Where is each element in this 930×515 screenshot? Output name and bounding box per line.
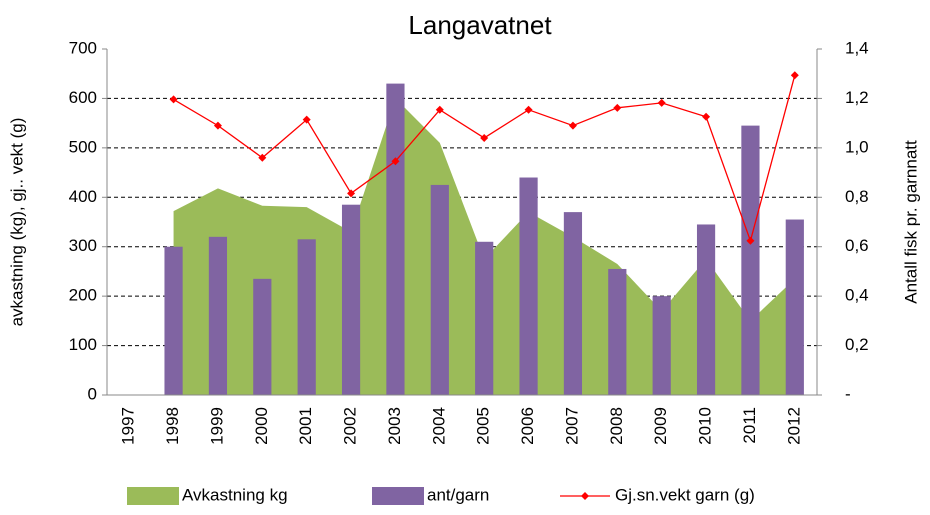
chart-title: Langavatnet: [408, 10, 552, 40]
line-marker: [169, 95, 178, 104]
line-marker: [302, 115, 311, 124]
x-tick-label: 2003: [385, 407, 404, 445]
bar: [563, 212, 583, 395]
x-tick-label: 1998: [163, 407, 182, 445]
x-tick-label: 1999: [207, 407, 226, 445]
bar: [519, 177, 538, 395]
x-tick-label: 2000: [252, 407, 271, 445]
bar: [341, 204, 361, 395]
y2-axis-title: Antall fisk pr. garnnatt: [901, 140, 920, 304]
y2-tick-label: 0,8: [845, 187, 869, 206]
y2-tick-label: 1,2: [845, 88, 869, 107]
bar: [785, 219, 804, 395]
line-marker: [568, 121, 577, 130]
y2-tick-label: 0,6: [845, 236, 869, 255]
x-tick-label: 2010: [696, 407, 715, 445]
legend-label: Gj.sn.vekt garn (g): [615, 485, 755, 504]
bar: [208, 236, 228, 395]
x-tick-label: 2009: [651, 407, 670, 445]
y-tick-label: 600: [69, 88, 97, 107]
line-marker: [702, 112, 711, 121]
line-marker: [524, 105, 533, 114]
x-tick-label: 2001: [296, 407, 315, 445]
y-tick-label: 300: [69, 236, 97, 255]
x-tick-label: 2007: [562, 407, 581, 445]
x-tick-label: 2004: [429, 407, 448, 445]
legend-marker: [581, 492, 589, 500]
x-tick-label: 2005: [474, 407, 493, 445]
line-marker: [435, 105, 444, 114]
line-marker: [258, 153, 267, 162]
line-marker: [657, 98, 666, 107]
line-marker: [746, 236, 755, 245]
y2-tick-label: 0,2: [845, 335, 869, 354]
legend-label: ant/garn: [427, 485, 489, 504]
y-tick-label: 700: [69, 38, 97, 57]
y-axis-title: avkastning (kg), gj.. vekt (g): [7, 118, 26, 327]
bar: [652, 296, 671, 395]
bar: [253, 278, 272, 395]
y-tick-label: 0: [88, 384, 97, 403]
bar: [696, 224, 716, 395]
y2-tick-label: -: [845, 384, 851, 403]
x-tick-label: 2002: [341, 407, 360, 445]
bar: [386, 83, 405, 395]
x-tick-label: 2006: [518, 407, 537, 445]
line-marker: [480, 133, 489, 142]
x-tick-label: 2008: [607, 407, 626, 445]
y2-tick-label: 1,4: [845, 38, 869, 57]
bar: [297, 239, 316, 395]
bar: [430, 184, 449, 395]
bar: [164, 246, 183, 395]
line-marker: [790, 71, 799, 80]
bar: [475, 241, 494, 395]
bar: [741, 125, 760, 395]
line-marker: [391, 157, 400, 166]
y-tick-label: 200: [69, 286, 97, 305]
y2-tick-label: 0,4: [845, 286, 869, 305]
line-marker: [347, 189, 356, 198]
x-tick-label: 2011: [740, 407, 759, 444]
y-tick-label: 500: [69, 137, 97, 156]
bar: [608, 268, 627, 395]
line-marker: [213, 121, 222, 130]
x-tick-label: 1997: [119, 407, 138, 445]
legend-swatch: [127, 487, 179, 505]
legend-swatch: [372, 487, 424, 505]
y2-tick-label: 1,0: [845, 137, 869, 156]
x-tick-label: 2012: [784, 407, 803, 445]
legend-label: Avkastning kg: [182, 485, 288, 504]
y-tick-label: 100: [69, 335, 97, 354]
line-marker: [613, 103, 622, 112]
area: [173, 98, 795, 395]
y-tick-label: 400: [69, 187, 97, 206]
